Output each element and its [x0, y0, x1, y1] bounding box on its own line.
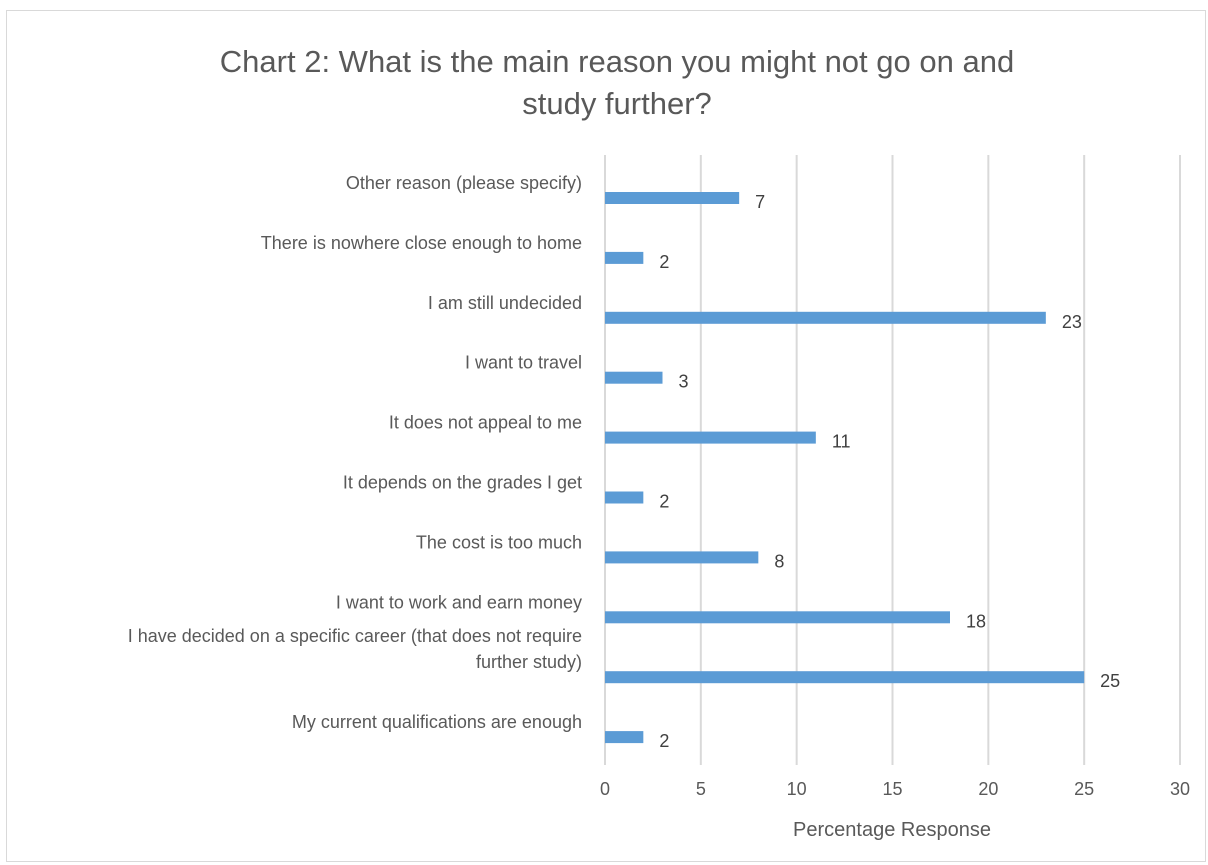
- bar: [605, 671, 1085, 684]
- x-tick-label: 10: [787, 779, 807, 799]
- chart-title-line-1: Chart 2: What is the main reason you mig…: [220, 44, 1014, 79]
- data-label: 8: [774, 551, 784, 571]
- category-label: I have decided on a specific career (tha…: [128, 626, 582, 646]
- category-label: There is nowhere close enough to home: [261, 233, 582, 253]
- bars: [605, 192, 1085, 744]
- category-label: Other reason (please specify): [346, 173, 582, 193]
- bar: [605, 431, 816, 444]
- data-label: 23: [1062, 312, 1082, 332]
- category-label: My current qualifications are enough: [292, 712, 582, 732]
- x-tick-label: 0: [600, 779, 610, 799]
- data-labels: 7 2 23 3 11 2 8 18 25 2: [659, 192, 1120, 751]
- data-label: 25: [1100, 671, 1120, 691]
- x-tick-label: 20: [978, 779, 998, 799]
- x-tick-label: 25: [1074, 779, 1094, 799]
- bar: [605, 611, 950, 624]
- category-labels: Other reason (please specify) There is no…: [128, 173, 582, 732]
- data-label: 2: [659, 492, 669, 512]
- x-tick-label: 5: [696, 779, 706, 799]
- data-label: 18: [966, 611, 986, 631]
- data-label: 2: [659, 731, 669, 751]
- bar: [605, 251, 644, 264]
- x-tick-label: 30: [1170, 779, 1190, 799]
- bar: [605, 551, 759, 564]
- bar: [605, 311, 1046, 324]
- category-label: It depends on the grades I get: [343, 473, 582, 493]
- category-label: further study): [476, 652, 582, 672]
- bar: [605, 192, 740, 204]
- category-label: It does not appeal to me: [389, 413, 582, 433]
- category-label: I want to work and earn money: [336, 592, 582, 612]
- data-label: 11: [832, 432, 851, 452]
- category-label: I am still undecided: [428, 293, 582, 313]
- category-label: I want to travel: [465, 353, 582, 373]
- data-label: 7: [755, 192, 765, 212]
- bar: [605, 371, 663, 384]
- chart-title-line-2: study further?: [522, 86, 712, 121]
- data-label: 2: [659, 252, 669, 272]
- category-label: The cost is too much: [416, 532, 582, 552]
- x-axis-title: Percentage Response: [793, 819, 991, 841]
- bar: [605, 491, 644, 504]
- x-tick-label: 15: [882, 779, 902, 799]
- data-label: 3: [679, 372, 689, 392]
- bar: [605, 731, 644, 744]
- x-tick-labels: 0 5 10 15 20 25 30: [600, 779, 1190, 799]
